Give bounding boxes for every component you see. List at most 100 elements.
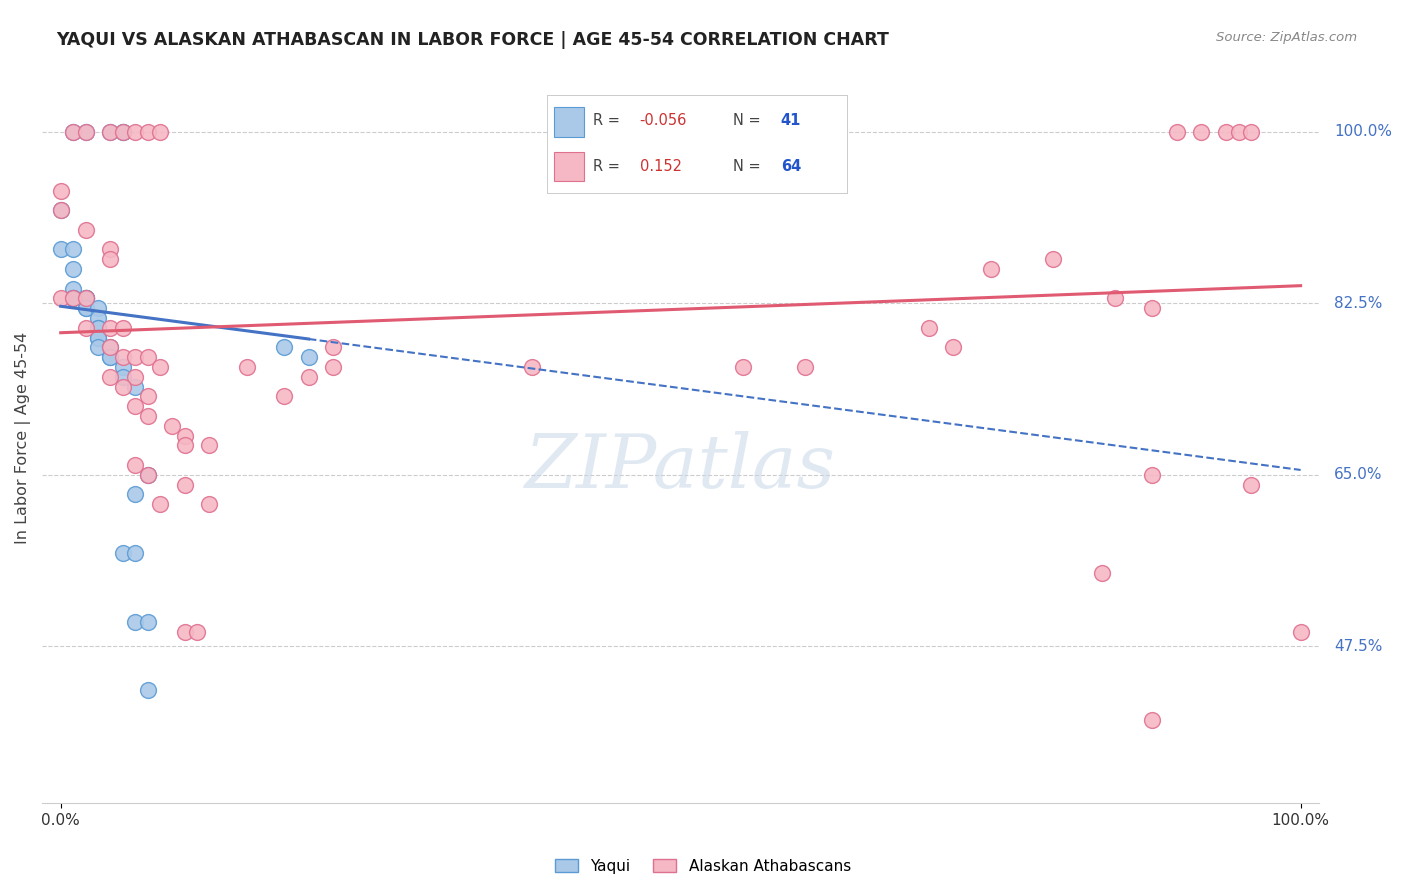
- Point: [98, 243, 121, 257]
- Point: [520, 359, 543, 374]
- Point: [1289, 624, 1312, 639]
- Text: ZIPatlas: ZIPatlas: [526, 431, 837, 504]
- Point: [136, 467, 159, 482]
- Point: [1104, 292, 1126, 306]
- Point: [793, 359, 815, 374]
- Legend: Yaqui, Alaskan Athabascans: Yaqui, Alaskan Athabascans: [550, 853, 856, 880]
- Point: [917, 321, 939, 335]
- Point: [75, 223, 97, 237]
- Point: [1166, 125, 1188, 139]
- Point: [149, 497, 172, 511]
- Point: [1215, 125, 1237, 139]
- Point: [98, 321, 121, 335]
- Point: [62, 292, 84, 306]
- Point: [75, 292, 97, 306]
- Point: [173, 428, 195, 442]
- Point: [942, 340, 965, 354]
- Point: [49, 243, 72, 257]
- Text: 82.5%: 82.5%: [1334, 296, 1382, 310]
- Point: [198, 438, 221, 452]
- Point: [62, 125, 84, 139]
- Text: YAQUI VS ALASKAN ATHABASCAN IN LABOR FORCE | AGE 45-54 CORRELATION CHART: YAQUI VS ALASKAN ATHABASCAN IN LABOR FOR…: [56, 31, 889, 49]
- Point: [62, 292, 84, 306]
- Point: [98, 340, 121, 354]
- Point: [1240, 125, 1263, 139]
- Point: [124, 487, 146, 501]
- Point: [75, 321, 97, 335]
- Point: [322, 359, 344, 374]
- Text: Source: ZipAtlas.com: Source: ZipAtlas.com: [1216, 31, 1357, 45]
- Point: [273, 389, 295, 403]
- Point: [124, 350, 146, 364]
- Point: [62, 282, 84, 296]
- Point: [124, 458, 146, 472]
- Text: 65.0%: 65.0%: [1334, 467, 1382, 483]
- Point: [87, 321, 110, 335]
- Point: [75, 292, 97, 306]
- Point: [124, 125, 146, 139]
- Point: [1240, 477, 1263, 491]
- Y-axis label: In Labor Force | Age 45-54: In Labor Force | Age 45-54: [15, 332, 31, 544]
- Point: [124, 615, 146, 629]
- Point: [111, 125, 134, 139]
- Point: [62, 262, 84, 277]
- Point: [111, 125, 134, 139]
- Point: [111, 350, 134, 364]
- Point: [980, 262, 1002, 277]
- Point: [98, 252, 121, 267]
- Point: [98, 340, 121, 354]
- Point: [1140, 467, 1163, 482]
- Point: [75, 125, 97, 139]
- Point: [1140, 301, 1163, 316]
- Point: [111, 321, 134, 335]
- Point: [136, 350, 159, 364]
- Point: [136, 389, 159, 403]
- Point: [111, 546, 134, 560]
- Point: [111, 379, 134, 393]
- Point: [124, 379, 146, 393]
- Point: [98, 125, 121, 139]
- Point: [149, 359, 172, 374]
- Point: [75, 292, 97, 306]
- Point: [75, 301, 97, 316]
- Point: [75, 301, 97, 316]
- Point: [111, 125, 134, 139]
- Point: [1091, 566, 1114, 580]
- Point: [98, 369, 121, 384]
- Text: 100.0%: 100.0%: [1334, 124, 1392, 139]
- Point: [87, 301, 110, 316]
- Point: [124, 546, 146, 560]
- Point: [124, 399, 146, 413]
- Point: [124, 369, 146, 384]
- Point: [198, 497, 221, 511]
- Point: [49, 184, 72, 198]
- Point: [136, 615, 159, 629]
- Point: [49, 203, 72, 218]
- Point: [49, 203, 72, 218]
- Point: [235, 359, 257, 374]
- Point: [75, 125, 97, 139]
- Point: [173, 624, 195, 639]
- Point: [136, 125, 159, 139]
- Point: [75, 292, 97, 306]
- Point: [1227, 125, 1250, 139]
- Point: [298, 369, 321, 384]
- Point: [173, 438, 195, 452]
- Point: [273, 340, 295, 354]
- Point: [87, 321, 110, 335]
- Point: [98, 350, 121, 364]
- Point: [298, 350, 321, 364]
- Point: [162, 418, 184, 433]
- Point: [62, 292, 84, 306]
- Point: [62, 125, 84, 139]
- Point: [111, 359, 134, 374]
- Point: [1189, 125, 1212, 139]
- Point: [1140, 713, 1163, 727]
- Point: [87, 311, 110, 326]
- Point: [98, 125, 121, 139]
- Point: [62, 243, 84, 257]
- Text: 47.5%: 47.5%: [1334, 639, 1382, 654]
- Point: [322, 340, 344, 354]
- Point: [87, 331, 110, 345]
- Point: [173, 477, 195, 491]
